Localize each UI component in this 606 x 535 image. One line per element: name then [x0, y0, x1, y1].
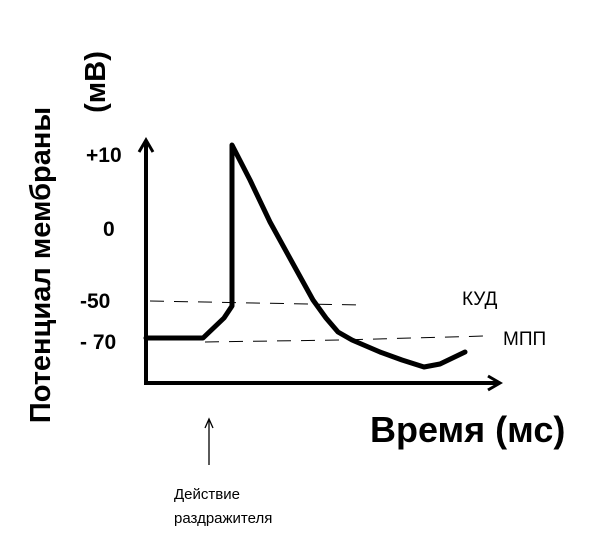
y-axis-arrow: [137, 137, 155, 153]
x-axis-arrow: [487, 374, 503, 392]
action-potential-curve: [143, 142, 468, 370]
y-tick-label: 0: [103, 218, 115, 241]
stimulus-caption-line2: раздражителя: [174, 510, 272, 527]
y-tick-label: +10: [86, 144, 122, 167]
resting-label: МПП: [503, 329, 546, 350]
y-axis-title: Потенциал мембраны: [25, 107, 57, 423]
y-axis-unit: (мВ): [80, 51, 112, 113]
threshold-label: КУД: [462, 289, 497, 310]
y-tick-label: -50: [80, 290, 110, 313]
x-axis-title: Время (мс): [370, 409, 565, 450]
stimulus-arrow-head: [204, 417, 214, 429]
y-tick-label: - 70: [80, 331, 116, 354]
threshold-dashed-line: [149, 300, 361, 306]
stimulus-caption: Действие: [174, 486, 240, 503]
